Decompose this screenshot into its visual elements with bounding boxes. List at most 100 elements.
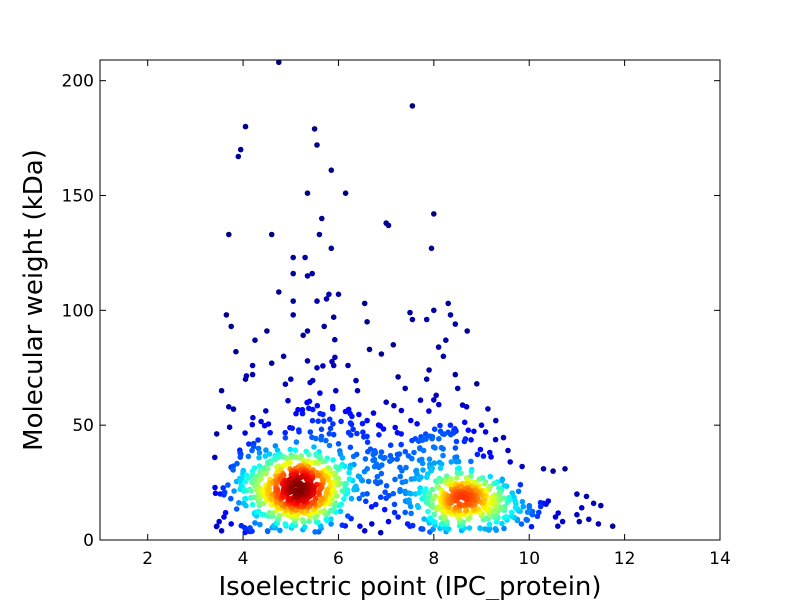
data-point [243, 502, 249, 509]
data-point [378, 351, 385, 357]
data-point [461, 419, 468, 426]
data-points [212, 59, 616, 536]
data-point [365, 448, 371, 455]
data-point [314, 142, 320, 148]
data-point [364, 417, 370, 424]
data-point [246, 441, 252, 447]
data-point [385, 222, 392, 229]
data-point [519, 463, 525, 470]
data-point [231, 488, 237, 494]
data-point [460, 494, 467, 501]
data-point [303, 476, 310, 482]
data-point [448, 431, 454, 438]
data-point [461, 438, 468, 445]
data-point [466, 525, 473, 531]
data-point [242, 495, 249, 502]
data-point [218, 387, 225, 394]
data-point [497, 504, 504, 511]
data-point [318, 426, 325, 433]
data-point [438, 444, 445, 451]
data-point [249, 447, 255, 454]
data-point [276, 289, 282, 295]
data-point [341, 496, 347, 502]
data-point [467, 514, 473, 521]
data-point [282, 429, 289, 436]
data-point [505, 447, 511, 454]
data-point [492, 504, 499, 510]
data-point [282, 435, 289, 441]
data-point [242, 430, 248, 436]
data-point [339, 455, 346, 461]
data-point [332, 336, 338, 343]
data-point [262, 453, 269, 459]
data-point [465, 427, 472, 434]
data-point [493, 417, 499, 424]
data-point [225, 482, 231, 488]
data-point [500, 434, 507, 441]
data-point [436, 401, 442, 408]
data-point [212, 454, 218, 461]
data-point [354, 387, 361, 394]
data-point [228, 323, 234, 330]
data-point [387, 458, 393, 465]
data-point [423, 376, 430, 383]
data-point [374, 473, 381, 480]
data-point [447, 422, 454, 429]
data-point [537, 503, 544, 510]
data-point [453, 438, 460, 445]
data-point [326, 291, 332, 298]
data-point [524, 509, 531, 515]
data-point [501, 483, 507, 489]
data-point [300, 332, 307, 339]
data-point [463, 507, 469, 513]
data-point [226, 424, 233, 431]
data-point [576, 518, 583, 525]
data-point [319, 215, 325, 222]
data-point [443, 337, 449, 344]
data-point [386, 492, 392, 499]
data-point [284, 461, 291, 467]
x-axis-label: Isoelectric point (IPC_protein) [218, 572, 601, 600]
data-point [431, 397, 437, 403]
data-point [307, 429, 314, 435]
data-point [437, 478, 444, 485]
data-point [304, 273, 311, 279]
data-point [355, 473, 362, 480]
data-point [235, 153, 242, 160]
data-point [245, 475, 251, 481]
data-point [397, 488, 403, 495]
data-point [362, 456, 369, 462]
data-point [452, 445, 459, 451]
data-point [351, 486, 357, 493]
data-point [319, 458, 326, 465]
data-point [555, 523, 561, 529]
data-point [252, 337, 258, 344]
data-point [409, 455, 415, 462]
y-tick-label: 200 [62, 72, 94, 92]
data-point [432, 493, 438, 499]
data-point [226, 231, 232, 238]
data-point [230, 406, 237, 412]
data-point [256, 454, 262, 461]
data-point [333, 464, 339, 470]
data-point [266, 486, 273, 493]
data-point [609, 523, 616, 529]
data-point [491, 480, 497, 487]
data-point [454, 385, 461, 392]
data-point [255, 437, 261, 443]
data-point [312, 529, 318, 535]
data-point [230, 467, 236, 473]
data-point [309, 417, 316, 424]
data-point [445, 300, 452, 307]
data-point [428, 468, 435, 474]
data-point [266, 451, 273, 457]
data-point [414, 421, 420, 427]
data-point [228, 521, 234, 527]
data-point [233, 348, 239, 355]
data-point [356, 495, 363, 502]
data-point [508, 509, 515, 516]
data-point [395, 514, 401, 520]
data-point [296, 429, 302, 435]
data-point [269, 510, 276, 516]
data-point [380, 455, 387, 462]
